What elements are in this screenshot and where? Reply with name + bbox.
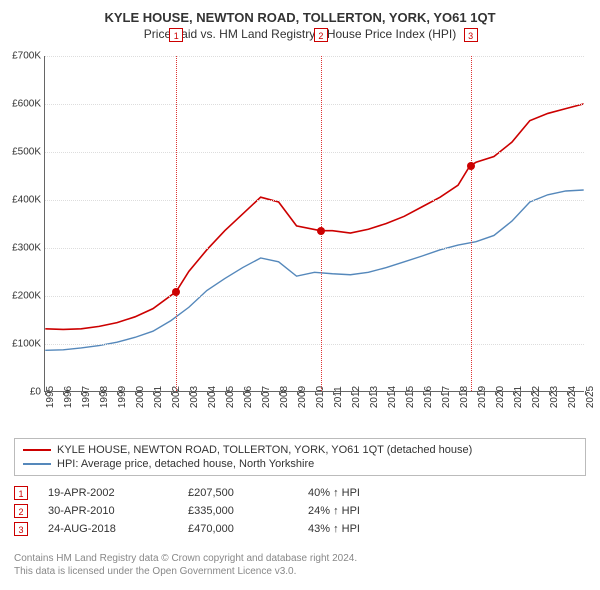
footnote-line: This data is licensed under the Open Gov… — [14, 565, 357, 578]
xtick-label: 2013 — [369, 386, 380, 408]
xtick-label: 2005 — [225, 386, 236, 408]
sales-row: 2 30-APR-2010£335,00024% ↑ HPI — [14, 502, 586, 520]
legend-label: KYLE HOUSE, NEWTON ROAD, TOLLERTON, YORK… — [57, 444, 472, 456]
footnote: Contains HM Land Registry data © Crown c… — [14, 552, 357, 578]
sales-date: 19-APR-2002 — [48, 487, 188, 499]
plot-area: £0£100K£200K£300K£400K£500K£600K£700K199… — [44, 56, 584, 424]
ytick-label: £600K — [12, 99, 41, 110]
sales-price: £335,000 — [188, 505, 308, 517]
xtick-label: 2025 — [585, 386, 596, 408]
legend-swatch — [23, 463, 51, 465]
marker-line — [471, 56, 472, 391]
sales-price: £470,000 — [188, 523, 308, 535]
xtick-label: 2015 — [405, 386, 416, 408]
ytick-label: £400K — [12, 195, 41, 206]
xtick-label: 2024 — [567, 386, 578, 408]
marker-dot — [317, 227, 325, 235]
gridline — [45, 296, 584, 297]
series-line-hpi — [45, 190, 583, 350]
chart-title: KYLE HOUSE, NEWTON ROAD, TOLLERTON, YORK… — [0, 0, 600, 25]
xtick-label: 2019 — [477, 386, 488, 408]
ytick-label: £100K — [12, 339, 41, 350]
xtick-label: 2003 — [189, 386, 200, 408]
sales-index-box: 2 — [14, 504, 28, 518]
xtick-label: 2008 — [279, 386, 290, 408]
xtick-label: 1997 — [81, 386, 92, 408]
xtick-label: 2021 — [513, 386, 524, 408]
sales-delta: 43% ↑ HPI — [308, 523, 428, 535]
sales-index-box: 1 — [14, 486, 28, 500]
marker-line — [176, 56, 177, 391]
ytick-label: £500K — [12, 147, 41, 158]
chart-container: KYLE HOUSE, NEWTON ROAD, TOLLERTON, YORK… — [0, 0, 600, 590]
sales-row: 3 24-AUG-2018£470,00043% ↑ HPI — [14, 520, 586, 538]
legend-box: KYLE HOUSE, NEWTON ROAD, TOLLERTON, YORK… — [14, 438, 586, 476]
sales-price: £207,500 — [188, 487, 308, 499]
marker-index-box: 3 — [464, 28, 478, 42]
xtick-label: 2014 — [387, 386, 398, 408]
gridline — [45, 344, 584, 345]
xtick-label: 2018 — [459, 386, 470, 408]
legend-row: HPI: Average price, detached house, Nort… — [23, 457, 577, 471]
xtick-label: 2006 — [243, 386, 254, 408]
xtick-label: 2023 — [549, 386, 560, 408]
ytick-label: £0 — [30, 387, 41, 398]
sales-table: 1 19-APR-2002£207,50040% ↑ HPI 2 30-APR-201… — [14, 484, 586, 538]
chart-lines-svg — [45, 56, 584, 391]
legend-row: KYLE HOUSE, NEWTON ROAD, TOLLERTON, YORK… — [23, 443, 577, 457]
gridline — [45, 56, 584, 57]
sales-index-box: 3 — [14, 522, 28, 536]
xtick-label: 2001 — [153, 386, 164, 408]
gridline — [45, 248, 584, 249]
marker-line — [321, 56, 322, 391]
plot-inner: £0£100K£200K£300K£400K£500K£600K£700K199… — [44, 56, 584, 392]
xtick-label: 2012 — [351, 386, 362, 408]
xtick-label: 1996 — [63, 386, 74, 408]
marker-index-box: 2 — [314, 28, 328, 42]
sales-delta: 40% ↑ HPI — [308, 487, 428, 499]
ytick-label: £300K — [12, 243, 41, 254]
xtick-label: 2020 — [495, 386, 506, 408]
xtick-label: 1999 — [117, 386, 128, 408]
xtick-label: 1995 — [45, 386, 56, 408]
xtick-label: 2009 — [297, 386, 308, 408]
ytick-label: £200K — [12, 291, 41, 302]
footnote-line: Contains HM Land Registry data © Crown c… — [14, 552, 357, 565]
marker-dot — [467, 162, 475, 170]
sales-date: 30-APR-2010 — [48, 505, 188, 517]
xtick-label: 2007 — [261, 386, 272, 408]
marker-index-box: 1 — [169, 28, 183, 42]
xtick-label: 1998 — [99, 386, 110, 408]
xtick-label: 2000 — [135, 386, 146, 408]
sales-delta: 24% ↑ HPI — [308, 505, 428, 517]
legend-swatch — [23, 449, 51, 451]
gridline — [45, 152, 584, 153]
gridline — [45, 104, 584, 105]
xtick-label: 2016 — [423, 386, 434, 408]
sales-date: 24-AUG-2018 — [48, 523, 188, 535]
xtick-label: 2017 — [441, 386, 452, 408]
xtick-label: 2011 — [333, 386, 344, 408]
xtick-label: 2004 — [207, 386, 218, 408]
chart-subtitle: Price paid vs. HM Land Registry's House … — [0, 25, 600, 49]
sales-row: 1 19-APR-2002£207,50040% ↑ HPI — [14, 484, 586, 502]
ytick-label: £700K — [12, 51, 41, 62]
legend-label: HPI: Average price, detached house, Nort… — [57, 458, 314, 470]
marker-dot — [172, 288, 180, 296]
xtick-label: 2022 — [531, 386, 542, 408]
gridline — [45, 200, 584, 201]
